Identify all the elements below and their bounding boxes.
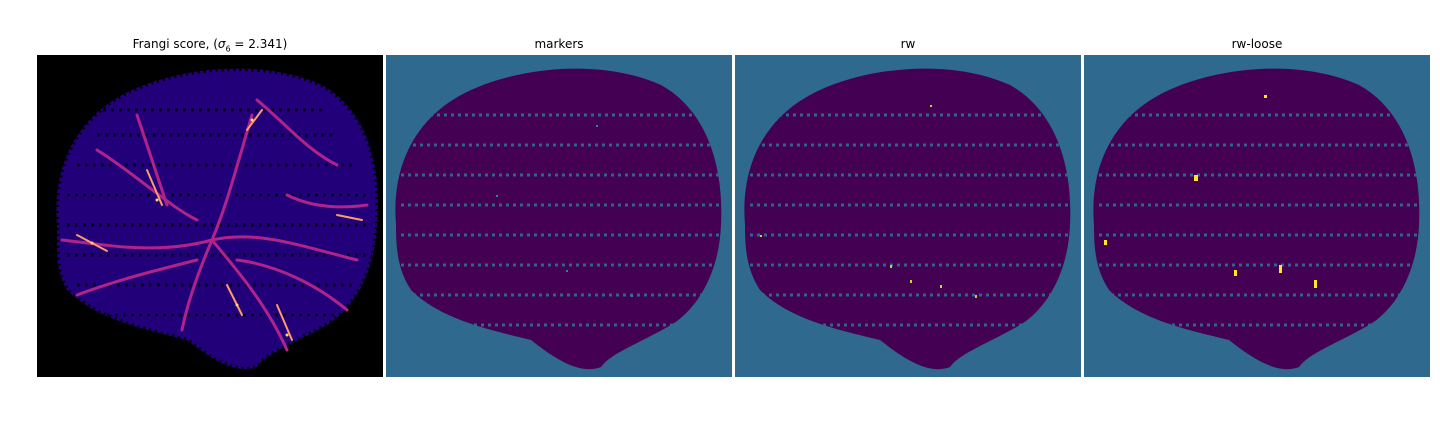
markers-plot	[386, 55, 732, 377]
rw-image	[735, 55, 1081, 377]
rw-loose-title: rw-loose	[1231, 37, 1283, 51]
markers-panel: markers	[386, 0, 732, 432]
frangi-image	[37, 55, 383, 377]
markers-title: markers	[534, 37, 584, 51]
rw-loose-plot	[1084, 55, 1430, 377]
markers-image	[386, 55, 732, 377]
frangi-plot	[37, 55, 383, 377]
frangi-title: Frangi score, (σ6 = 2.341)	[132, 37, 288, 54]
rw-loose-image	[1084, 55, 1430, 377]
rw-panel: rw	[735, 0, 1081, 432]
rw-plot	[735, 55, 1081, 377]
frangi-panel: Frangi score, (σ6 = 2.341)	[37, 0, 383, 432]
rw-loose-panel: rw-loose	[1084, 0, 1430, 432]
rw-title: rw	[900, 37, 916, 51]
